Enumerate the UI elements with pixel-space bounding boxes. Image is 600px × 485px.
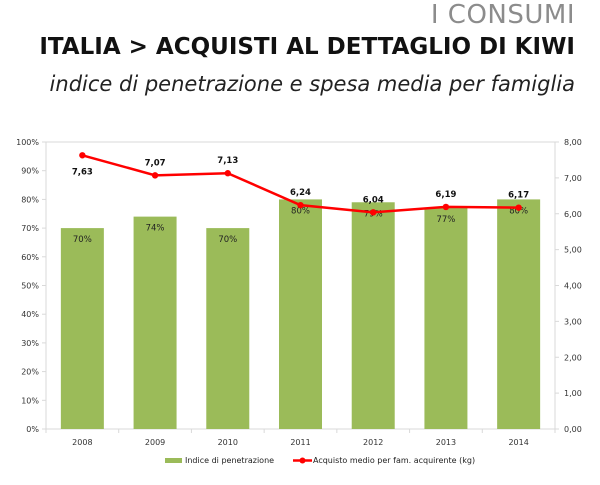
bar-data-label: 74% <box>146 224 165 234</box>
bar-data-label: 77% <box>436 215 455 225</box>
bar-data-label: 80% <box>509 206 528 216</box>
line-point <box>79 152 86 159</box>
y-right-tick-label: 0,00 <box>564 425 582 434</box>
y-right-tick-label: 7,00 <box>564 174 582 183</box>
line-point <box>224 170 231 177</box>
bar-penetrazione <box>133 216 177 429</box>
legend-label-bar: Indice di penetrazione <box>185 456 274 465</box>
page-subtitle: indice di penetrazione e spesa media per… <box>49 72 575 96</box>
line-point <box>370 209 377 216</box>
y-left-tick-label: 90% <box>21 167 39 176</box>
y-left-tick-label: 10% <box>21 396 39 405</box>
line-data-label: 7,13 <box>217 156 238 166</box>
line-data-label: 6,04 <box>363 195 384 205</box>
y-right-tick-label: 4,00 <box>564 282 582 291</box>
line-data-label: 6,24 <box>290 188 311 198</box>
line-data-label: 7,63 <box>72 167 93 177</box>
x-tick-label: 2014 <box>508 438 528 447</box>
bar-data-label: 70% <box>73 235 92 245</box>
y-right-tick-label: 8,00 <box>564 138 582 147</box>
line-data-label: 6,17 <box>508 191 529 201</box>
y-right-tick-label: 3,00 <box>564 317 582 326</box>
y-left-tick-label: 100% <box>16 138 39 147</box>
x-tick-label: 2012 <box>363 438 383 447</box>
y-left-tick-label: 40% <box>21 310 39 319</box>
legend-label-line: Acquisto medio per fam. acquirente (kg) <box>313 456 475 465</box>
y-right-tick-label: 5,00 <box>564 246 582 255</box>
bar-data-label: 80% <box>291 206 310 216</box>
y-left-tick-label: 60% <box>21 253 39 262</box>
section-heading: I CONSUMI <box>430 0 575 30</box>
line-data-label: 7,07 <box>145 158 166 168</box>
y-left-tick-label: 80% <box>21 195 39 204</box>
line-point <box>442 203 450 211</box>
line-point <box>151 172 159 179</box>
y-right-tick-label: 1,00 <box>564 389 582 398</box>
y-left-tick-label: 0% <box>26 425 39 434</box>
bar-penetrazione <box>206 228 250 429</box>
bar-penetrazione <box>424 208 468 429</box>
line-point <box>297 201 304 209</box>
bar-penetrazione <box>497 199 541 429</box>
x-tick-label: 2011 <box>290 438 310 447</box>
y-left-tick-label: 30% <box>21 339 39 348</box>
y-right-tick-label: 6,00 <box>564 210 582 219</box>
legend-swatch-marker <box>299 457 306 464</box>
bar-penetrazione <box>279 199 322 429</box>
bar-penetrazione <box>60 228 104 429</box>
y-left-tick-label: 70% <box>21 224 39 233</box>
x-tick-label: 2010 <box>218 438 238 447</box>
bar-data-label: 70% <box>218 235 237 245</box>
line-data-label: 6,19 <box>435 190 456 200</box>
line-point <box>515 204 522 211</box>
y-left-tick-label: 50% <box>21 282 39 291</box>
bar-penetrazione <box>351 202 395 429</box>
x-tick-label: 2013 <box>436 438 456 447</box>
page-title: ITALIA > ACQUISTI AL DETTAGLIO DI KIWI <box>39 34 575 60</box>
legend-swatch-bar <box>165 458 182 463</box>
y-left-tick-label: 20% <box>21 368 39 377</box>
y-right-tick-label: 2,00 <box>564 353 582 362</box>
x-tick-label: 2009 <box>145 438 165 447</box>
x-tick-label: 2008 <box>72 438 92 447</box>
